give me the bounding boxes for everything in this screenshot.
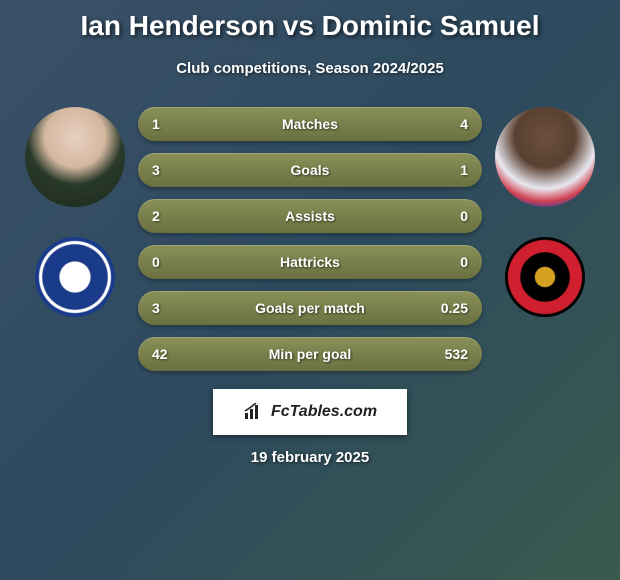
comparison-row: 1 Matches 4 3 Goals 1 2 Assists 0 0 Hatt…	[0, 107, 620, 371]
stat-right-value: 0	[422, 208, 482, 224]
branding-badge[interactable]: FcTables.com	[213, 389, 407, 435]
stat-right-value: 4	[422, 116, 482, 132]
stat-right-value: 0.25	[422, 300, 482, 316]
stat-row-assists: 2 Assists 0	[138, 199, 482, 233]
branding-text: FcTables.com	[271, 403, 377, 421]
chart-icon	[243, 403, 265, 421]
page-title: Ian Henderson vs Dominic Samuel	[0, 10, 620, 42]
stat-left-value: 0	[138, 254, 198, 270]
stat-label: Goals per match	[198, 300, 422, 316]
stat-left-value: 3	[138, 300, 198, 316]
date-label: 19 february 2025	[251, 449, 369, 466]
player-left-photo	[25, 107, 125, 207]
stat-label: Goals	[198, 162, 422, 178]
stat-row-hattricks: 0 Hattricks 0	[138, 245, 482, 279]
stat-right-value: 532	[422, 346, 482, 362]
footer: FcTables.com 19 february 2025	[0, 389, 620, 466]
stat-row-mpg: 42 Min per goal 532	[138, 337, 482, 371]
stat-left-value: 1	[138, 116, 198, 132]
stats-column: 1 Matches 4 3 Goals 1 2 Assists 0 0 Hatt…	[130, 107, 490, 371]
stat-label: Min per goal	[198, 346, 422, 362]
stat-right-value: 1	[422, 162, 482, 178]
player-left-column	[20, 107, 130, 317]
stat-label: Assists	[198, 208, 422, 224]
stat-left-value: 3	[138, 162, 198, 178]
subtitle: Club competitions, Season 2024/2025	[0, 60, 620, 77]
stat-row-matches: 1 Matches 4	[138, 107, 482, 141]
club-left-badge	[35, 237, 115, 317]
club-right-badge	[505, 237, 585, 317]
stat-left-value: 2	[138, 208, 198, 224]
player-right-column	[490, 107, 600, 317]
stat-right-value: 0	[422, 254, 482, 270]
stat-left-value: 42	[138, 346, 198, 362]
stat-label: Matches	[198, 116, 422, 132]
comparison-card: Ian Henderson vs Dominic Samuel Club com…	[0, 0, 620, 580]
stat-row-gpm: 3 Goals per match 0.25	[138, 291, 482, 325]
stat-label: Hattricks	[198, 254, 422, 270]
player-right-photo	[495, 107, 595, 207]
stat-row-goals: 3 Goals 1	[138, 153, 482, 187]
